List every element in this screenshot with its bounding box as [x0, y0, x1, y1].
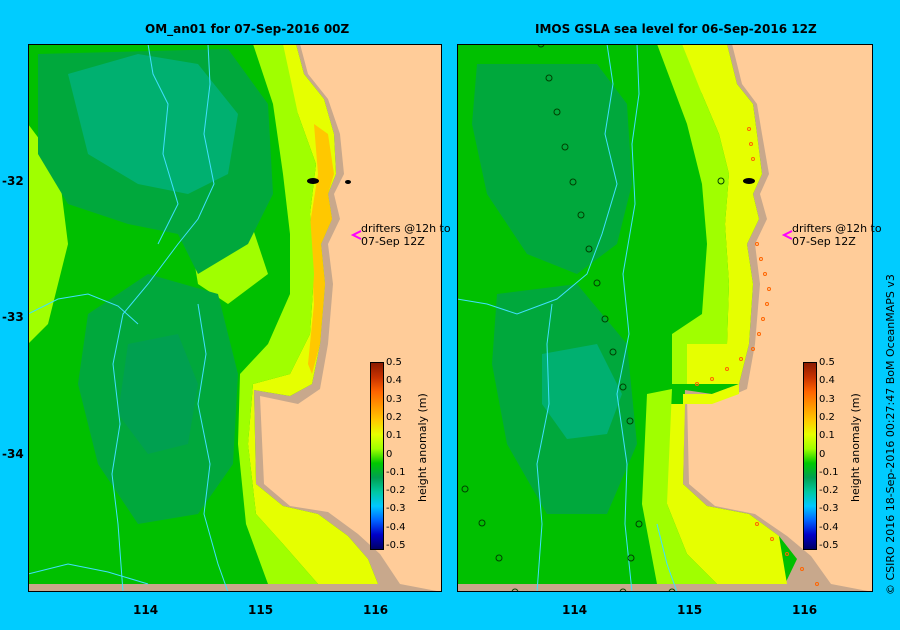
- lon-tick-label: 114: [133, 603, 159, 617]
- colorbar-label: height anomaly (m): [849, 393, 862, 502]
- drifter-arrow-icon: [781, 230, 793, 240]
- lat-tick-label: -34: [2, 447, 24, 461]
- colorbar-left: 0.5 0.4 0.3 0.2 0.1 0 -0.1 -0.2 -0.3 -0.4 -0.5 hei…: [370, 358, 430, 551]
- colorbar-label: height anomaly (m): [416, 393, 429, 502]
- colorbar-tick-label: 0.1: [386, 430, 402, 442]
- drifter-annotation: drifters @12h to 07-Sep 12Z: [792, 222, 882, 248]
- drifter-annotation: drifters @12h to 07-Sep 12Z: [361, 222, 451, 248]
- colorbar-tick-label: 0.2: [386, 411, 402, 423]
- colorbar-tick-label: -0.4: [819, 521, 839, 533]
- colorbar-gradient: [803, 362, 817, 550]
- lat-tick-label: -32: [2, 174, 24, 188]
- colorbar-tick-label: -0.2: [819, 485, 839, 497]
- colorbar-tick-label: 0.5: [819, 357, 835, 368]
- colorbar-tick-label: 0.4: [819, 375, 835, 387]
- colorbar-gradient: [370, 362, 384, 550]
- colorbar-right: 0.5 0.4 0.3 0.2 0.1 0 -0.1 -0.2 -0.3 -0.4 -0.5 hei…: [803, 358, 863, 551]
- lon-tick-label: 114: [562, 603, 588, 617]
- lat-tick-label: -33: [2, 310, 24, 324]
- colorbar-tick-label: 0.2: [819, 411, 835, 423]
- left-panel-title: OM_an01 for 07-Sep-2016 00Z: [145, 22, 350, 36]
- credit-text: © CSIRO 2016 18-Sep-2016 00:27:47 BoM Oc…: [884, 274, 897, 595]
- colorbar-tick-label: -0.5: [386, 540, 406, 551]
- colorbar-tick-label: 0.3: [819, 393, 835, 405]
- colorbar-tick-label: -0.1: [386, 466, 406, 478]
- colorbar-tick-label: -0.2: [386, 485, 406, 497]
- lon-tick-label: 116: [792, 603, 818, 617]
- colorbar-tick-label: 0: [386, 448, 393, 460]
- colorbar-tick-label: -0.3: [386, 503, 406, 515]
- colorbar-tick-label: -0.1: [819, 466, 839, 478]
- left-map-panel: [28, 44, 442, 592]
- drifter-arrow-icon: [350, 230, 362, 240]
- colorbar-tick-label: 0: [819, 448, 826, 460]
- lon-tick-label: 115: [248, 603, 274, 617]
- right-panel-title: IMOS GSLA sea level for 06-Sep-2016 12Z: [535, 22, 817, 36]
- colorbar-tick-label: -0.5: [819, 540, 839, 551]
- lon-tick-label: 116: [363, 603, 389, 617]
- lon-tick-label: 115: [677, 603, 703, 617]
- colorbar-tick-label: 0.1: [819, 430, 835, 442]
- colorbar-tick-label: 0.5: [386, 357, 402, 368]
- colorbar-tick-label: -0.4: [386, 521, 406, 533]
- colorbar-tick-label: -0.3: [819, 503, 839, 515]
- colorbar-tick-label: 0.3: [386, 393, 402, 405]
- colorbar-tick-label: 0.4: [386, 375, 402, 387]
